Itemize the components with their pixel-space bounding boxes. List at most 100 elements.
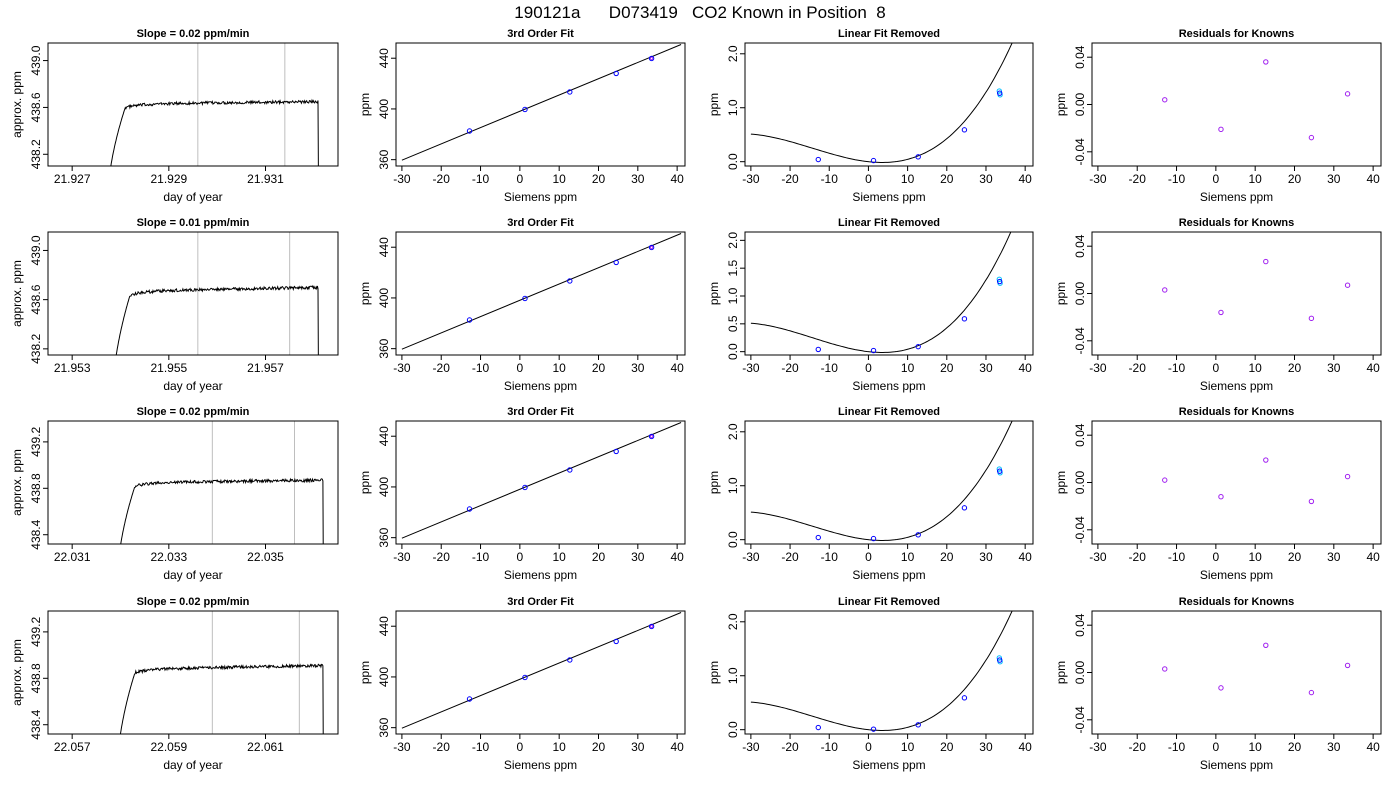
data-point [648, 55, 655, 62]
panel-title: Slope = 0.02 ppm/min [137, 406, 250, 418]
data-point [870, 157, 877, 164]
x-tick-label: 10 [1248, 550, 1262, 564]
y-axis-label: ppm [707, 471, 721, 494]
fit-curve [750, 611, 1013, 731]
x-tick-label: 21.929 [150, 172, 187, 186]
panel-r2c1: Slope = 0.01 ppm/min 21.953 21.955 21.957 43… [10, 217, 339, 393]
data-point [648, 244, 655, 251]
y-axis-label: ppm [707, 661, 721, 684]
data-point [1162, 477, 1168, 483]
x-tick-label: -20 [1129, 550, 1147, 564]
x-tick-label: -30 [393, 172, 411, 186]
x-tick-label: 40 [1366, 740, 1380, 754]
data-point [815, 156, 821, 163]
y-tick-label: 400 [377, 99, 391, 119]
y-axis-label: approx. ppm [10, 71, 24, 138]
x-tick-label: -20 [1129, 361, 1147, 375]
y-tick-label: 1.0 [726, 667, 740, 684]
x-tick-label: -10 [821, 361, 839, 375]
plot-frame [47, 420, 339, 545]
x-tick-label: 10 [901, 172, 915, 186]
x-tick-label: 20 [1288, 361, 1302, 375]
data-point-alt [996, 466, 1003, 472]
x-tick-label: 21.957 [247, 361, 284, 375]
plot-frame [744, 420, 1034, 545]
panel-title: Linear Fit Removed [838, 28, 940, 40]
data-point [522, 295, 528, 302]
x-tick-label: -20 [781, 740, 799, 754]
x-tick-label: 30 [1327, 172, 1341, 186]
plot-area [1162, 457, 1351, 505]
data-point [1218, 685, 1224, 691]
x-tick-label: 20 [1288, 172, 1302, 186]
fit-line [401, 44, 682, 161]
y-tick-label: 439.0 [29, 235, 43, 265]
x-axis-label: Siemens ppm [1200, 568, 1273, 582]
y-tick-label: 440 [377, 426, 391, 446]
x-tick-label: -30 [742, 740, 760, 754]
x-tick-label: -10 [1168, 172, 1186, 186]
data-point [1344, 473, 1351, 480]
panel-r3c3: Linear Fit Removed -30 -20 -10 0 10 20 30 40 0.0 1… [707, 406, 1034, 582]
plot-frame [744, 231, 1034, 356]
y-tick-label: 0.00 [1073, 92, 1087, 116]
x-tick-label: 20 [940, 550, 954, 564]
y-tick-label: 439.2 [29, 617, 43, 647]
x-tick-label: -20 [781, 172, 799, 186]
data-point [466, 128, 473, 134]
x-tick-label: -10 [472, 740, 490, 754]
y-tick-label: 0.5 [726, 315, 740, 332]
plot-frame [47, 610, 339, 735]
fit-curve [750, 43, 1013, 163]
x-tick-label: 0 [517, 550, 524, 564]
x-tick-label: 20 [1288, 550, 1302, 564]
x-tick-label: 30 [979, 361, 993, 375]
y-tick-label: 400 [377, 667, 391, 687]
x-axis-label: day of year [163, 758, 222, 772]
data-point [1308, 689, 1315, 696]
x-axis-label: Siemens ppm [852, 568, 925, 582]
series-line [119, 663, 324, 734]
x-tick-label: -20 [433, 550, 451, 564]
figure-title: 190121a D073419 CO2 Known in Position 8 [514, 3, 885, 22]
plot-area [750, 232, 1012, 354]
data-point [1263, 258, 1269, 265]
x-tick-label: -30 [742, 550, 760, 564]
x-tick-label: 22.057 [54, 740, 91, 754]
y-tick-label: 0.04 [1073, 45, 1087, 69]
x-tick-label: 22.059 [150, 740, 187, 754]
x-tick-label: -30 [393, 361, 411, 375]
x-tick-label: 10 [552, 361, 566, 375]
data-point [567, 278, 573, 284]
panel-r2c2: 3rd Order Fit -30 -20 -10 0 10 20 30 40 360 400 440… [358, 217, 686, 393]
data-point [961, 316, 968, 322]
x-tick-label: 22.031 [54, 550, 91, 564]
y-tick-label: 0.04 [1073, 613, 1087, 637]
data-point [815, 346, 821, 353]
x-axis-label: Siemens ppm [504, 758, 577, 772]
y-tick-label: 2.0 [726, 423, 740, 440]
x-tick-label: 0 [1213, 740, 1220, 754]
panel-title: 3rd Order Fit [507, 217, 574, 229]
y-tick-label: 439.2 [29, 427, 43, 457]
x-tick-label: 20 [940, 740, 954, 754]
x-axis-label: day of year [163, 568, 222, 582]
y-tick-label: 0.0 [726, 343, 740, 360]
data-point [996, 468, 1003, 474]
x-axis-label: Siemens ppm [1200, 379, 1273, 393]
plot-area [1162, 258, 1351, 322]
y-axis-label: ppm [707, 93, 721, 116]
y-axis-label: ppm [707, 282, 721, 305]
y-tick-label: 438.4 [29, 709, 43, 739]
data-point [613, 448, 619, 455]
fit-line [401, 233, 682, 350]
panel-title: Slope = 0.02 ppm/min [137, 596, 250, 608]
data-point [1263, 59, 1269, 65]
x-tick-label: 10 [552, 740, 566, 754]
x-tick-label: 10 [901, 550, 915, 564]
x-tick-label: 0 [1213, 361, 1220, 375]
plot-area [401, 44, 682, 161]
x-tick-label: 30 [979, 550, 993, 564]
x-tick-label: -30 [1089, 361, 1107, 375]
y-axis-label: ppm [358, 282, 372, 305]
